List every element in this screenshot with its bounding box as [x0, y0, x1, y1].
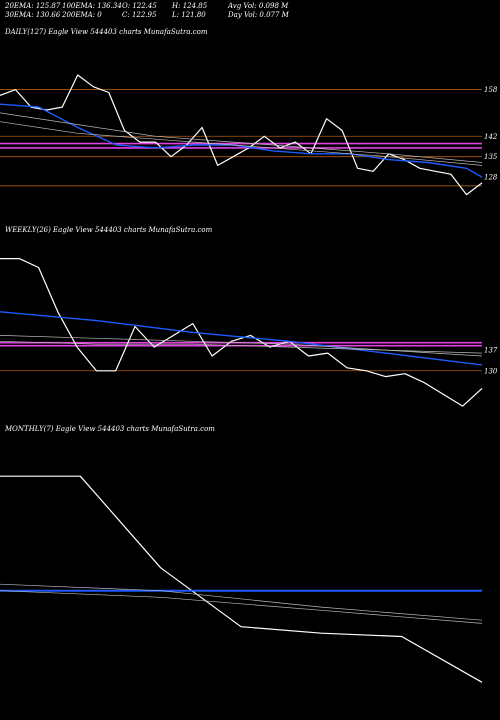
daily-series-ema_slow_2	[0, 121, 483, 166]
daily-series-price	[0, 74, 483, 196]
weekly-series-ema_fast	[0, 311, 483, 366]
header-row2-item-3: L: 121.80	[172, 11, 206, 19]
header-row1-item-1: 100EMA: 136.34	[62, 2, 122, 10]
header-row2-item-1: 200EMA: 0	[62, 11, 102, 19]
header-row2-item-4: Day Vol: 0.077 M	[228, 11, 289, 19]
header-row1-item-0: 20EMA: 125.87	[5, 2, 61, 10]
weekly-tick-label-1: 130	[484, 367, 498, 375]
daily-tick-label-0: 158	[484, 86, 498, 94]
weekly-panel-label: WEEKLY(26) Eagle View 544403 charts Muna…	[5, 226, 213, 234]
daily-panel-label: DAILY(127) Eagle View 544403 charts Muna…	[5, 28, 208, 36]
header-row1-item-2: O: 122.45	[122, 2, 157, 10]
weekly-series-ema_slow_1	[0, 335, 483, 357]
monthly-series-ema_slow_1	[0, 583, 483, 621]
header-row1-item-4: Avg Vol: 0.098 M	[228, 2, 289, 10]
weekly-series-price	[0, 258, 483, 407]
weekly-series-ema_slow_2	[0, 340, 483, 354]
monthly-series-ema_slow_2	[0, 590, 483, 624]
header-row1-item-3: H: 124.85	[172, 2, 208, 10]
weekly-tick-label-0: 137	[484, 347, 498, 355]
header-row2-item-2: C: 122.95	[122, 11, 157, 19]
daily-series-ema_fast	[0, 103, 483, 178]
daily-series-ema_slow_1	[0, 112, 483, 163]
daily-tick-label-2: 135	[484, 153, 498, 161]
monthly-series-price	[0, 475, 483, 683]
daily-tick-label-1: 142	[484, 133, 498, 141]
header-row2-item-0: 30EMA: 130.66	[5, 11, 61, 19]
monthly-panel-label: MONTHLY(7) Eagle View 544403 charts Muna…	[5, 425, 215, 433]
daily-tick-label-3: 128	[484, 174, 498, 182]
